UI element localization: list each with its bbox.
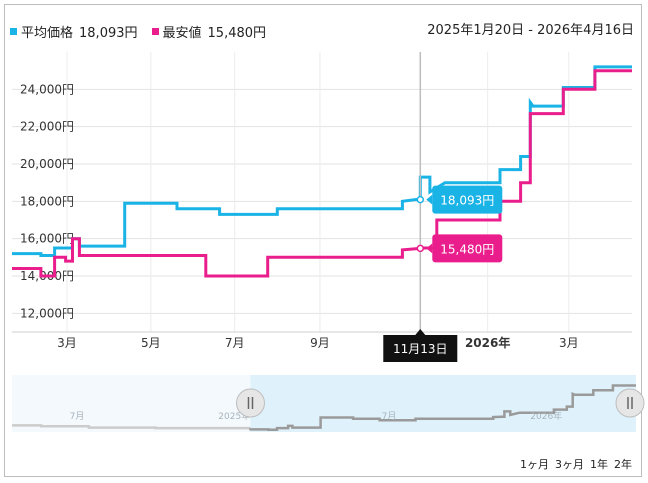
min-price-line: [12, 69, 632, 278]
min-swatch-icon: [151, 27, 159, 35]
legend-item-min[interactable]: 最安値 15,480円: [151, 22, 267, 41]
x-tick-label: 5月: [141, 336, 161, 350]
navigator-selection: [250, 375, 636, 432]
avg-price-line: [12, 65, 632, 257]
range-button-1y[interactable]: 1年: [590, 458, 608, 471]
avg-tooltip-pointer: [426, 194, 433, 205]
range-button-3m[interactable]: 3ヶ月: [555, 458, 584, 471]
avg-tooltip-label: 18,093円: [440, 194, 494, 208]
navigator-tick-label: 7月: [382, 411, 397, 422]
x-tick-label: 9月: [310, 336, 330, 350]
navigator-tick-label: 7月: [70, 411, 85, 422]
min-tooltip-label: 15,480円: [440, 242, 494, 256]
legend-item-avg[interactable]: 平均価格 18,093円: [10, 22, 138, 41]
y-tick-label: 22,000円: [20, 120, 74, 134]
min-tooltip-box: [432, 234, 503, 263]
navigator-handle-right[interactable]: [615, 388, 645, 418]
min-tooltip-marker: [416, 244, 425, 253]
date-range: 2025年1月20日 - 2026年4月16日: [427, 23, 634, 38]
range-selector: 1ヶ月 3ヶ月 1年 2年: [520, 456, 632, 472]
navigator-line-selected: [249, 384, 636, 432]
min-tooltip-pointer: [426, 243, 433, 254]
navigator-line-past: [12, 424, 251, 430]
y-tick-label: 12,000円: [20, 306, 74, 320]
avg-tooltip-marker: [416, 195, 425, 204]
y-tick-label: 24,000円: [20, 82, 74, 96]
navigator-tick-label: 2026年: [530, 410, 562, 422]
x-tick-label: 7月: [225, 336, 245, 350]
avg-tooltip-box: [432, 185, 503, 214]
date-tooltip-label: 11月13日: [393, 342, 448, 356]
x-tick-label: 3月: [57, 336, 77, 350]
range-button-1m[interactable]: 1ヶ月: [520, 458, 549, 471]
navigator-handle-right-knob: [615, 388, 645, 418]
y-tick-label: 18,000円: [20, 194, 74, 208]
date-tooltip-pointer: [415, 329, 426, 335]
legend-min-value: 15,480円: [207, 25, 267, 41]
legend-avg-value: 18,093円: [79, 25, 138, 41]
legend-min-label: 最安値: [162, 25, 202, 41]
x-tick-label: 3月: [559, 336, 579, 350]
x-tick-label: 2026年: [465, 335, 510, 350]
legend: 平均価格 18,093円 最安値 15,480円: [10, 21, 280, 41]
avg-swatch-icon: [10, 27, 17, 35]
navigator-handle-left-knob: [235, 388, 265, 418]
y-tick-label: 20,000円: [20, 157, 74, 171]
y-tick-label: 16,000円: [20, 232, 74, 246]
legend-avg-label: 平均価格: [21, 25, 74, 41]
range-button-2y[interactable]: 2年: [614, 458, 632, 471]
navigator-handle-left[interactable]: [235, 388, 265, 418]
date-tooltip-box: [383, 335, 458, 362]
